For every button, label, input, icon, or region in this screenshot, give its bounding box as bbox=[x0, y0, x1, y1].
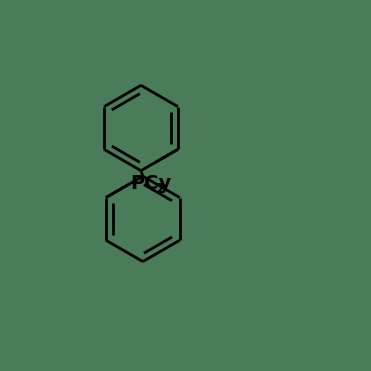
Text: PCy: PCy bbox=[130, 174, 171, 193]
Text: 2: 2 bbox=[155, 183, 165, 196]
